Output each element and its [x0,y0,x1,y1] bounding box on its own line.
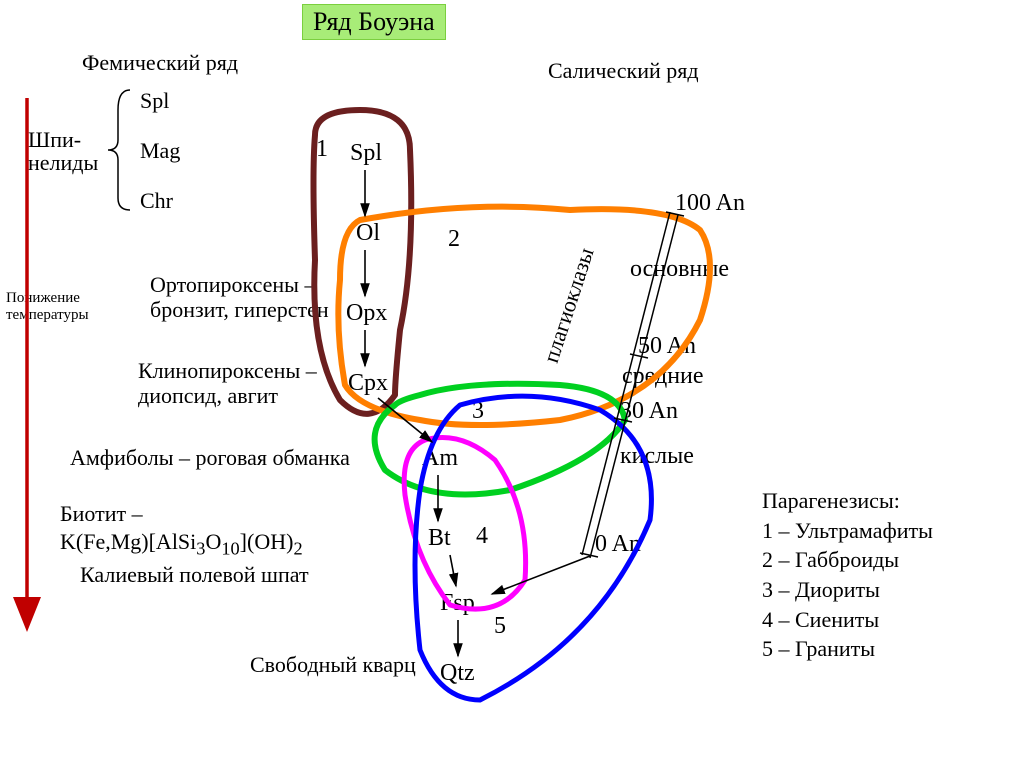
mineral-cpx: Cpx [348,370,388,397]
annot-bt-l1: Биотит – [60,501,143,526]
temperature-label-l2: температуры [6,307,89,323]
plag-class-medium: средние [622,363,704,390]
annot-opx-l2: бронзит, гиперстен [150,297,329,322]
diagram-title: Ряд Боуэна [302,4,446,40]
plag-class-acid: кислые [620,443,694,470]
arrow-an-fsp [492,556,590,594]
header-salic: Салический ряд [548,58,699,84]
spinel-group-label-l2: нелиды [28,150,98,175]
region-diorites [375,384,625,495]
legend-item-3: 3 – Диориты [762,575,933,605]
plag-tick-100: 100 An [675,190,745,217]
legend-item-1: 1 – Ультрамафиты [762,516,933,546]
mineral-opx: Opx [346,300,387,327]
header-femic: Фемический ряд [82,50,238,76]
annot-qtz: Свободный кварц [250,652,416,678]
region-gabbroids [338,207,710,425]
plag-tick-30: 30 An [620,398,678,425]
arrow-bt-fsp [450,555,456,586]
legend-title: Парагенезисы: [762,486,933,516]
annot-opx: Ортопироксены – бронзит, гиперстен [150,272,329,323]
mineral-qtz: Qtz [440,660,475,687]
spinel-group-label-l1: Шпи- [28,127,81,152]
mineral-am: Am [422,445,458,472]
legend-item-2: 2 – Габброиды [762,545,933,575]
spinel-brace [108,90,130,210]
annot-opx-l1: Ортопироксены – [150,272,315,297]
region-num-5: 5 [494,613,506,640]
plagioclase-axis-label: плагиоклазы [538,245,600,366]
mineral-spl: Spl [350,140,382,167]
mineral-bt: Bt [428,525,451,552]
annot-bt: Биотит – K(Fe,Mg)[AlSi3O10](OH)2 [60,500,303,560]
plag-tick-50: 50 An [638,333,696,360]
legend-item-5: 5 – Граниты [762,634,933,664]
region-num-3: 3 [472,398,484,425]
spinel-group-label: Шпи- нелиды [28,128,98,174]
region-num-2: 2 [448,226,460,253]
spinel-item-0: Spl [140,88,169,114]
annot-fsp: Калиевый полевой шпат [80,562,309,588]
annot-cpx: Клинопироксены – диопсид, авгит [138,358,317,409]
mineral-fsp: Fsp [440,590,475,617]
temperature-label-l1: Понижение [6,290,80,306]
annot-cpx-l2: диопсид, авгит [138,383,278,408]
arrow-cpx-am [378,398,432,442]
legend: Парагенезисы: 1 – Ультрамафиты 2 – Габбр… [762,486,933,664]
temperature-label: Понижение температуры [6,290,89,323]
annot-am: Амфиболы – роговая обманка [70,445,350,471]
spinel-item-1: Mag [140,138,180,164]
plag-tick-0: 0 An [595,531,641,558]
plag-class-basic: основные [630,256,729,283]
annot-bt-formula: K(Fe,Mg)[AlSi3O10](OH)2 [60,529,303,554]
mineral-ol: Ol [356,220,380,247]
spinel-item-2: Chr [140,188,173,214]
legend-item-4: 4 – Сиениты [762,605,933,635]
annot-cpx-l1: Клинопироксены – [138,358,317,383]
region-num-4: 4 [476,523,488,550]
region-num-1: 1 [316,136,328,163]
